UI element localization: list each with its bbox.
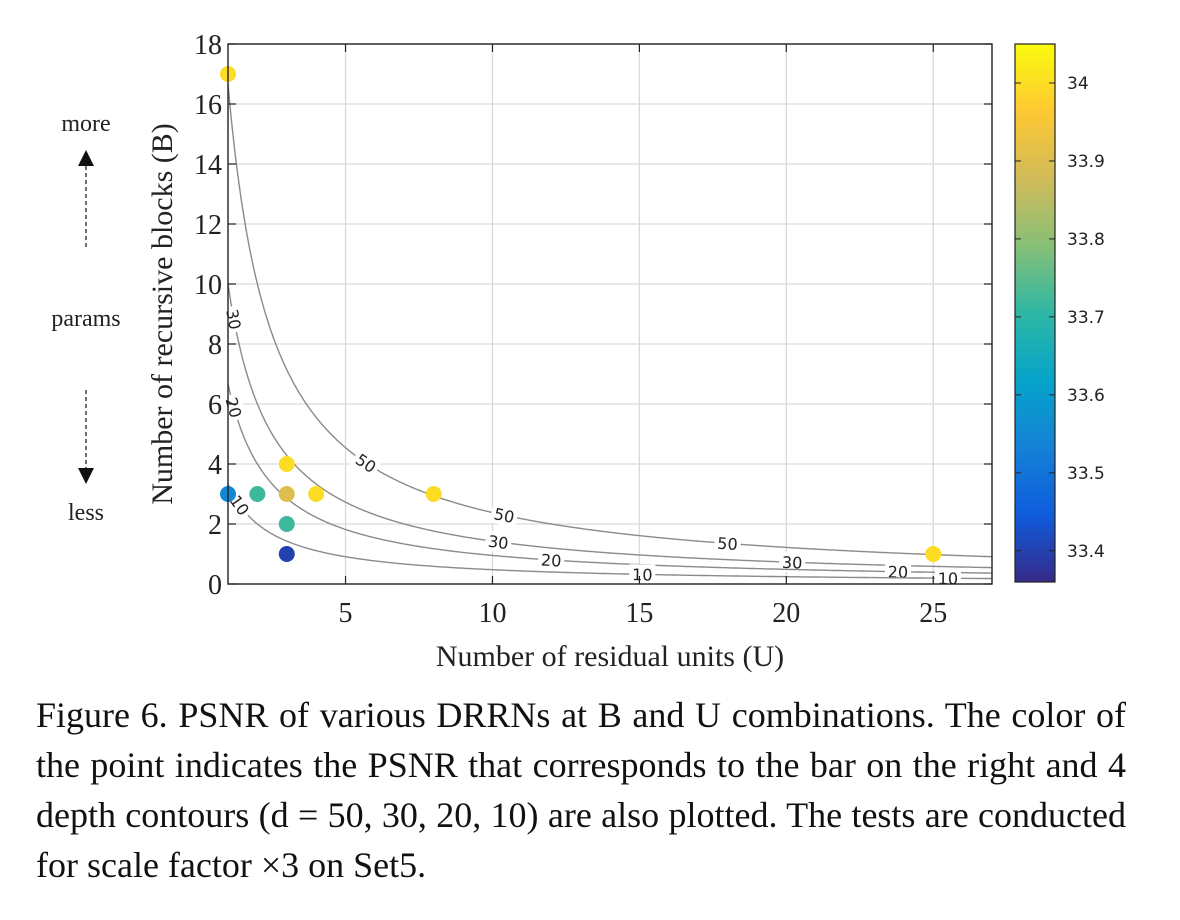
contour-label: 20 <box>888 562 909 581</box>
contour-label: 20 <box>540 550 562 570</box>
arrow-up-icon <box>78 150 94 166</box>
x-tick-label: 25 <box>919 598 947 629</box>
contour-label: 10 <box>632 565 653 584</box>
colorbar-tick-label: 33.4 <box>1067 542 1105 562</box>
y-tick-label: 8 <box>208 330 222 361</box>
x-axis-label: Number of residual units (U) <box>436 640 784 673</box>
x-tick-label: 20 <box>772 598 800 629</box>
x-tick-label: 15 <box>625 598 653 629</box>
contour-label: 30 <box>222 308 244 332</box>
plot-frame <box>227 43 993 585</box>
data-point <box>278 516 295 532</box>
annotation-more: more <box>61 111 110 137</box>
data-point <box>278 486 295 502</box>
axes: 5 10 15 20 25 0 2 4 6 8 10 12 14 16 18 <box>194 30 992 629</box>
contour-label-bg <box>934 568 961 589</box>
contour-label-bg <box>484 530 513 554</box>
y-tick-label: 14 <box>194 150 222 181</box>
x-tick-label: 10 <box>478 598 506 629</box>
data-point <box>425 486 442 502</box>
annotation-params: params <box>51 306 120 332</box>
y-tick-label: 4 <box>208 450 222 481</box>
data-points <box>220 66 942 562</box>
colorbar-tick-label: 33.9 <box>1067 152 1105 172</box>
contour-label-bg <box>349 447 383 479</box>
contour-line-20 <box>227 383 992 574</box>
data-point <box>925 546 942 562</box>
grid-lines <box>228 43 992 585</box>
y-tick-label: 16 <box>194 90 222 121</box>
contour-label: 30 <box>782 553 803 573</box>
colorbar-gradient <box>1014 43 1056 583</box>
y-axis-label: Number of recursive blocks (B) <box>146 123 179 505</box>
annotation-less: less <box>68 500 104 526</box>
colorbar-tick-label: 33.8 <box>1067 230 1105 250</box>
contour-label-bg <box>220 392 248 423</box>
y-tick-label: 2 <box>208 510 222 541</box>
contour-label: 50 <box>352 450 379 477</box>
data-point <box>249 486 266 502</box>
contour-label-bg <box>884 561 912 582</box>
data-point <box>278 546 295 562</box>
y-tick-label: 6 <box>208 390 222 421</box>
colorbar-tick-label: 33.6 <box>1067 386 1105 406</box>
contour-label: 50 <box>492 504 516 527</box>
contour-label-bg <box>713 532 742 555</box>
contour-label-bg <box>537 549 565 571</box>
x-tick-label: 5 <box>339 598 353 629</box>
contour-label-bg <box>778 551 806 573</box>
colorbar-tick-label: 33.5 <box>1067 464 1105 484</box>
params-annotation: more params less <box>51 111 120 526</box>
contour-label-bg <box>629 564 656 585</box>
contour-label: 50 <box>717 534 739 554</box>
figure-caption: Figure 6. PSNR of various DRRNs at B and… <box>36 695 1126 885</box>
data-point <box>308 486 325 502</box>
y-tick-label: 18 <box>194 30 222 61</box>
colorbar-tick-label: 33.7 <box>1067 308 1105 328</box>
contour-line-50 <box>227 83 992 558</box>
data-point <box>278 456 295 472</box>
colorbar-tick-label: 34 <box>1067 74 1089 94</box>
contour-label: 30 <box>487 532 510 554</box>
contour-line-30 <box>227 283 992 569</box>
y-tick-label: 10 <box>194 270 222 301</box>
contour-line-10 <box>227 483 992 580</box>
arrow-down-icon <box>78 468 94 484</box>
y-tick-label: 12 <box>194 210 222 241</box>
colorbar: 33.4 33.5 33.6 33.7 33.8 33.9 34 <box>1014 43 1105 583</box>
contour-label: 10 <box>938 569 959 588</box>
contour-label-bg <box>489 502 520 528</box>
y-tick-label: 0 <box>208 570 222 601</box>
